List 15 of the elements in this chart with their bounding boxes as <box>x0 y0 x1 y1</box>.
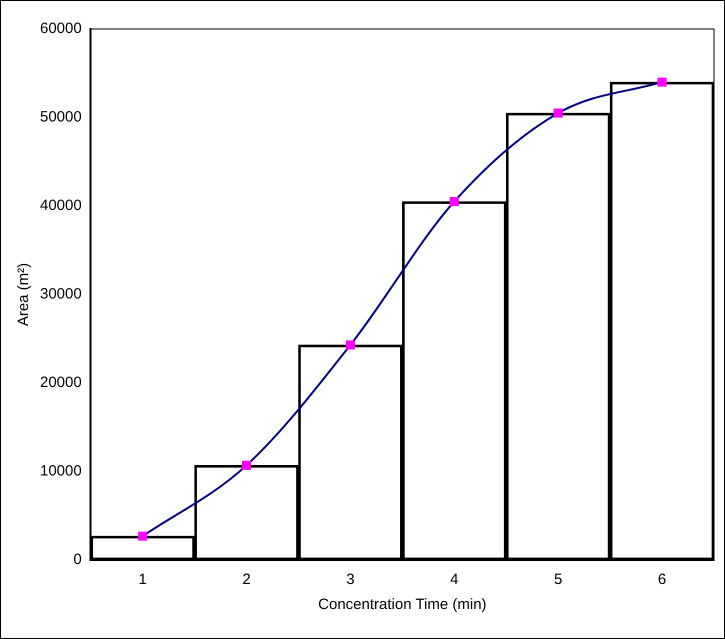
y-tick-label: 10000 <box>40 462 82 480</box>
y-tick-label: 50000 <box>40 108 82 126</box>
x-tick-label: 1 <box>138 571 147 588</box>
x-tick-label: 2 <box>242 571 251 588</box>
y-tick-label: 60000 <box>40 20 82 38</box>
y-tick-label: 0 <box>73 551 82 568</box>
y-tick-label: 20000 <box>40 374 82 392</box>
x-tick-label: 6 <box>658 571 666 588</box>
x-tick-label: 5 <box>554 571 562 588</box>
x-tick-label: 3 <box>346 571 355 588</box>
y-tick-label: 40000 <box>40 197 82 214</box>
x-tick-label: 4 <box>450 571 458 588</box>
y-axis-title: Area (m²) <box>15 262 32 326</box>
x-axis-title: Concentration Time (min) <box>318 596 487 614</box>
y-tick-label: 30000 <box>40 286 82 303</box>
